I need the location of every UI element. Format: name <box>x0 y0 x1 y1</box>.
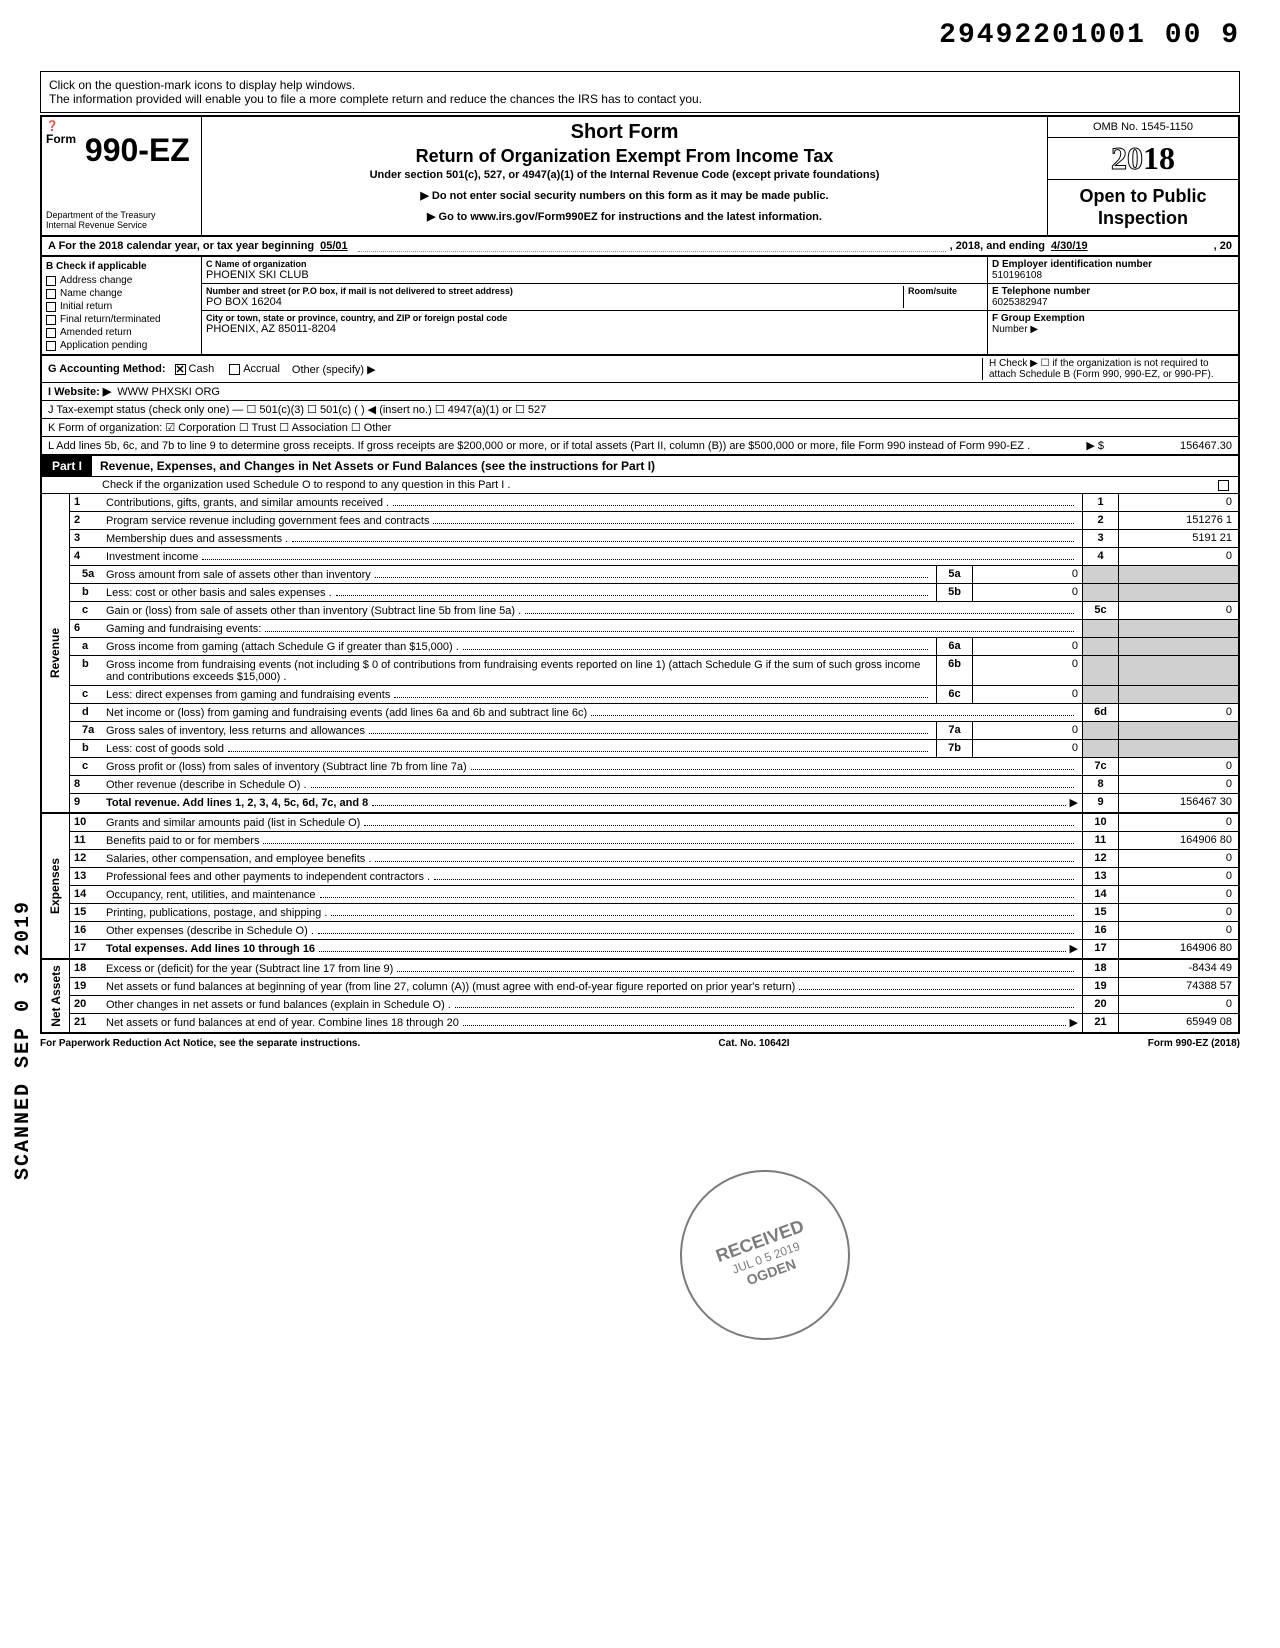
netassets-section: Net Assets 18Excess or (deficit) for the… <box>40 960 1240 1034</box>
table-row: 5aGross amount from sale of assets other… <box>70 566 1238 584</box>
form-title: Return of Organization Exempt From Incom… <box>210 146 1039 167</box>
table-row: bLess: cost or other basis and sales exp… <box>70 584 1238 602</box>
city-value: PHOENIX, AZ 85011-8204 <box>206 323 983 335</box>
table-row: dNet income or (loss) from gaming and fu… <box>70 704 1238 722</box>
address-value: PO BOX 16204 <box>206 296 903 308</box>
line-l-gross-receipts: L Add lines 5b, 6c, and 7b to line 9 to … <box>40 437 1240 456</box>
part-1-check-line: Check if the organization used Schedule … <box>40 477 1240 494</box>
telephone-value: 6025382947 <box>992 297 1234 308</box>
netassets-label: Net Assets <box>42 960 70 1032</box>
received-stamp: RECEIVED JUL 0 5 2019 OGDEN <box>656 1146 874 1364</box>
revenue-label: Revenue <box>42 494 70 812</box>
part-1-badge: Part I <box>42 456 92 476</box>
expenses-section: Expenses 10Grants and similar amounts pa… <box>40 814 1240 960</box>
footer-left: For Paperwork Reduction Act Notice, see … <box>40 1038 360 1049</box>
scanned-stamp: SCANNED SEP 0 3 2019 <box>12 900 35 1180</box>
column-c: C Name of organization PHOENIX SKI CLUB … <box>202 257 988 354</box>
table-row: 15Printing, publications, postage, and s… <box>70 904 1238 922</box>
question-icon: ❓ <box>46 121 197 132</box>
table-row: bGross income from fundraising events (n… <box>70 656 1238 686</box>
table-row: 20Other changes in net assets or fund ba… <box>70 996 1238 1014</box>
part-1-title: Revenue, Expenses, and Changes in Net As… <box>92 456 1238 476</box>
table-row: cLess: direct expenses from gaming and f… <box>70 686 1238 704</box>
checkbox-name-change[interactable]: Name change <box>44 287 199 300</box>
help-text-box: Click on the question-mark icons to disp… <box>40 71 1240 113</box>
table-row: 4Investment income40 <box>70 548 1238 566</box>
table-row: 3Membership dues and assessments .35191 … <box>70 530 1238 548</box>
address-label: Number and street (or P.O box, if mail i… <box>206 286 903 296</box>
line-h: H Check ▶ ☐ if the organization is not r… <box>982 358 1232 380</box>
table-row: 2Program service revenue including gover… <box>70 512 1238 530</box>
table-row: 11Benefits paid to or for members1116490… <box>70 832 1238 850</box>
revenue-section: Revenue 1Contributions, gifts, grants, a… <box>40 494 1240 814</box>
col-b-header: B Check if applicable <box>44 259 199 274</box>
table-row: 21Net assets or fund balances at end of … <box>70 1014 1238 1032</box>
table-row: 18Excess or (deficit) for the year (Subt… <box>70 960 1238 978</box>
header-left: ❓ Form 990-EZ Department of the Treasury… <box>42 117 202 235</box>
department-label: Department of the Treasury Internal Reve… <box>46 211 197 231</box>
page-footer: For Paperwork Reduction Act Notice, see … <box>40 1034 1240 1053</box>
checkbox-schedule-o[interactable] <box>1218 480 1229 491</box>
table-row: 14Occupancy, rent, utilities, and mainte… <box>70 886 1238 904</box>
column-d: D Employer identification number 5101961… <box>988 257 1238 354</box>
table-row: 17Total expenses. Add lines 10 through 1… <box>70 940 1238 958</box>
open-public-label: Open to Public Inspection <box>1048 180 1238 235</box>
gross-receipts-amount: 156467.30 <box>1112 440 1232 452</box>
table-row: aGross income from gaming (attach Schedu… <box>70 638 1238 656</box>
ssn-note: ▶ Do not enter social security numbers o… <box>210 189 1039 202</box>
checkbox-final-return-terminated[interactable]: Final return/terminated <box>44 313 199 326</box>
checkbox-initial-return[interactable]: Initial return <box>44 300 199 313</box>
table-row: 19Net assets or fund balances at beginni… <box>70 978 1238 996</box>
table-row: 1Contributions, gifts, grants, and simil… <box>70 494 1238 512</box>
footer-right: Form 990-EZ (2018) <box>1148 1038 1240 1049</box>
checkbox-application-pending[interactable]: Application pending <box>44 339 199 352</box>
footer-center: Cat. No. 10642I <box>718 1038 789 1049</box>
table-row: 9Total revenue. Add lines 1, 2, 3, 4, 5c… <box>70 794 1238 812</box>
table-row: cGross profit or (loss) from sales of in… <box>70 758 1238 776</box>
main-grid: B Check if applicable Address changeName… <box>40 257 1240 356</box>
table-row: 10Grants and similar amounts paid (list … <box>70 814 1238 832</box>
ein-label: D Employer identification number <box>992 259 1234 270</box>
row-a-tax-year: A For the 2018 calendar year, or tax yea… <box>40 237 1240 257</box>
instructions-note: ▶ Go to www.irs.gov/Form990EZ for instru… <box>210 210 1039 223</box>
table-row: 13Professional fees and other payments t… <box>70 868 1238 886</box>
ein-value: 510196108 <box>992 270 1234 281</box>
line-k-form-org: K Form of organization: ☑ Corporation ☐ … <box>40 419 1240 437</box>
table-row: 12Salaries, other compensation, and empl… <box>70 850 1238 868</box>
tax-year: 2018 <box>1048 138 1238 180</box>
org-name-label: C Name of organization <box>206 259 983 269</box>
line-j-tax-exempt: J Tax-exempt status (check only one) — ☐… <box>40 401 1240 419</box>
header-right: OMB No. 1545-1150 2018 Open to Public In… <box>1048 117 1238 235</box>
column-b: B Check if applicable Address changeName… <box>42 257 202 354</box>
form-header: ❓ Form 990-EZ Department of the Treasury… <box>40 115 1240 237</box>
omb-number: OMB No. 1545-1150 <box>1048 117 1238 138</box>
header-center: Short Form Return of Organization Exempt… <box>202 117 1048 235</box>
telephone-label: E Telephone number <box>992 286 1234 297</box>
group-exemption-number: Number ▶ <box>992 324 1234 335</box>
checkbox-accrual[interactable] <box>229 364 240 375</box>
document-number: 29492201001 00 9 <box>40 20 1240 51</box>
table-row: 16Other expenses (describe in Schedule O… <box>70 922 1238 940</box>
expenses-label: Expenses <box>42 814 70 958</box>
room-label: Room/suite <box>908 286 983 296</box>
checkbox-address-change[interactable]: Address change <box>44 274 199 287</box>
checkbox-cash[interactable] <box>175 364 186 375</box>
table-row: bLess: cost of goods sold7b0 <box>70 740 1238 758</box>
group-exemption-label: F Group Exemption <box>992 313 1234 324</box>
checkbox-amended-return[interactable]: Amended return <box>44 326 199 339</box>
form-name: Form 990-EZ <box>46 132 197 169</box>
city-label: City or town, state or province, country… <box>206 313 983 323</box>
line-i-website: I Website: ▶ WWW PHXSKI ORG <box>40 383 1240 401</box>
line-g-accounting: G Accounting Method: Cash Accrual Other … <box>40 356 1240 383</box>
short-form-label: Short Form <box>210 121 1039 144</box>
form-subtitle: Under section 501(c), 527, or 4947(a)(1)… <box>210 169 1039 181</box>
website-value: WWW PHXSKI ORG <box>117 386 220 398</box>
table-row: cGain or (loss) from sale of assets othe… <box>70 602 1238 620</box>
table-row: 7aGross sales of inventory, less returns… <box>70 722 1238 740</box>
table-row: 8Other revenue (describe in Schedule O) … <box>70 776 1238 794</box>
part-1-header: Part I Revenue, Expenses, and Changes in… <box>40 456 1240 477</box>
table-row: 6Gaming and fundraising events: <box>70 620 1238 638</box>
org-name-value: PHOENIX SKI CLUB <box>206 269 983 281</box>
